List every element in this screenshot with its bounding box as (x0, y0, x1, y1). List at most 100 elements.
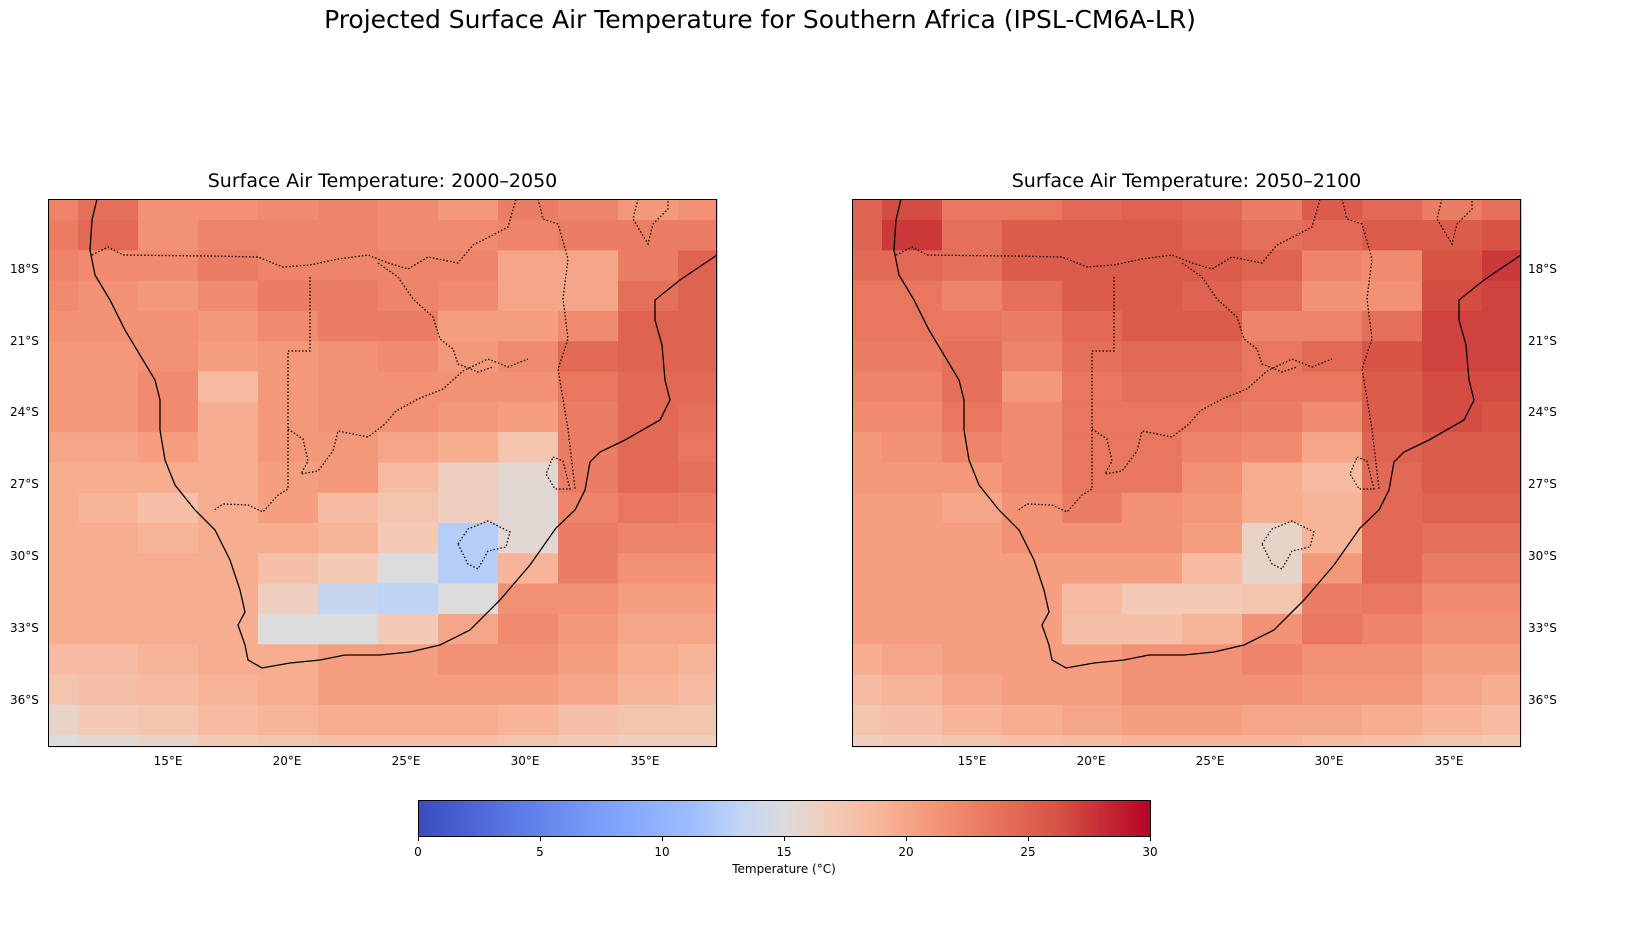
heatmap-cell (678, 310, 718, 342)
heatmap-cell (1062, 280, 1123, 312)
heatmap-cell (1242, 250, 1303, 282)
heatmap-cell (1482, 199, 1522, 221)
heatmap-cell (318, 199, 379, 221)
heatmap-cell (942, 432, 1003, 463)
heatmap-cell (1182, 199, 1243, 221)
x-tick-label: 25°E (1195, 754, 1225, 768)
heatmap-cell (558, 250, 619, 282)
heatmap-cell (1362, 371, 1423, 403)
heatmap-cell (558, 704, 619, 736)
heatmap-cell (498, 613, 559, 645)
y-tick-label-left: 36°S (10, 693, 39, 707)
heatmap-cell (558, 401, 619, 433)
heatmap-cell (1122, 644, 1183, 675)
heatmap-cell (1182, 220, 1243, 251)
heatmap-cell (618, 674, 679, 706)
heatmap-cell (618, 371, 679, 403)
heatmap-cell (138, 613, 199, 645)
x-tick-label: 20°E (272, 754, 302, 768)
heatmap-cell (1482, 523, 1522, 554)
heatmap-cell (498, 341, 559, 372)
heatmap-cell (498, 644, 559, 675)
heatmap-cell (438, 492, 499, 524)
heatmap-cell (1122, 341, 1183, 372)
heatmap-cell (558, 310, 619, 342)
heatmap-cell (1482, 371, 1522, 403)
x-tick-label: 15°E (153, 754, 183, 768)
heatmap-cell (1422, 613, 1483, 645)
heatmap-cell (1062, 371, 1123, 403)
heatmap-cell (882, 735, 943, 748)
heatmap-cell (942, 341, 1003, 372)
heatmap-cell (678, 523, 718, 554)
heatmap-cell (78, 583, 139, 615)
heatmap-cell (318, 280, 379, 312)
heatmap-cell (1422, 462, 1483, 494)
heatmap-cell (1002, 220, 1063, 251)
heatmap-cell (1122, 371, 1183, 403)
heatmap-cell (1182, 613, 1243, 645)
heatmap-cell (852, 199, 883, 221)
heatmap-cell (852, 523, 883, 554)
heatmap-cell (1122, 735, 1183, 748)
heatmap-cell (198, 613, 259, 645)
y-tick-label-left: 33°S (10, 621, 39, 635)
heatmap-cell (1182, 432, 1243, 463)
heatmap-cell (558, 613, 619, 645)
heatmap-cell (1182, 401, 1243, 433)
colorbar-tick-label: 5 (536, 845, 544, 859)
heatmap-cell (1422, 250, 1483, 282)
heatmap-cell (318, 674, 379, 706)
heatmap-cell (78, 553, 139, 585)
heatmap-cell (1002, 371, 1063, 403)
heatmap-cell (198, 310, 259, 342)
x-tick-label: 35°E (1434, 754, 1464, 768)
heatmap-cell (852, 462, 883, 494)
heatmap-cell (618, 401, 679, 433)
heatmap-cell (618, 220, 679, 251)
heatmap-cell (198, 735, 259, 748)
heatmap-cell (942, 704, 1003, 736)
panel-title-2050-2100: Surface Air Temperature: 2050–2100 (1011, 170, 1362, 192)
heatmap-cell (438, 613, 499, 645)
heatmap-cell (498, 553, 559, 585)
y-tick-label-left: 24°S (10, 405, 39, 419)
heatmap-cell (48, 735, 79, 748)
heatmap-cell (1062, 250, 1123, 282)
heatmap-cell (258, 371, 319, 403)
heatmap-cell (1482, 644, 1522, 675)
heatmap-cell (1182, 523, 1243, 554)
heatmap-cell (138, 704, 199, 736)
heatmap-cell (558, 371, 619, 403)
heatmap-cell (138, 432, 199, 463)
x-tick-label: 35°E (630, 754, 660, 768)
heatmap-cell (48, 341, 79, 372)
heatmap-cell (1062, 583, 1123, 615)
heatmap-cell (618, 704, 679, 736)
heatmap-cell (258, 492, 319, 524)
heatmap-cell (678, 220, 718, 251)
y-tick-label-right: 27°S (1528, 477, 1557, 491)
heatmap-cell (48, 432, 79, 463)
heatmap-cell (852, 371, 883, 403)
heatmap-cell (378, 310, 439, 342)
x-tick-label: 15°E (957, 754, 987, 768)
heatmap-cell (1122, 280, 1183, 312)
heatmap-cell (48, 220, 79, 251)
heatmap-cell (1242, 401, 1303, 433)
x-tick-label: 25°E (391, 754, 421, 768)
heatmap-map (852, 198, 1522, 748)
heatmap-cell (48, 401, 79, 433)
heatmap-cell (258, 674, 319, 706)
heatmap-cell (78, 220, 139, 251)
heatmap-cell (258, 523, 319, 554)
heatmap-cell (48, 553, 79, 585)
heatmap-cell (1182, 462, 1243, 494)
heatmap-cell (198, 280, 259, 312)
heatmap-cell (198, 583, 259, 615)
heatmap-cell (678, 735, 718, 748)
heatmap-cell (852, 280, 883, 312)
heatmap-cell (1242, 492, 1303, 524)
heatmap-cell (138, 371, 199, 403)
heatmap-cell (1422, 432, 1483, 463)
